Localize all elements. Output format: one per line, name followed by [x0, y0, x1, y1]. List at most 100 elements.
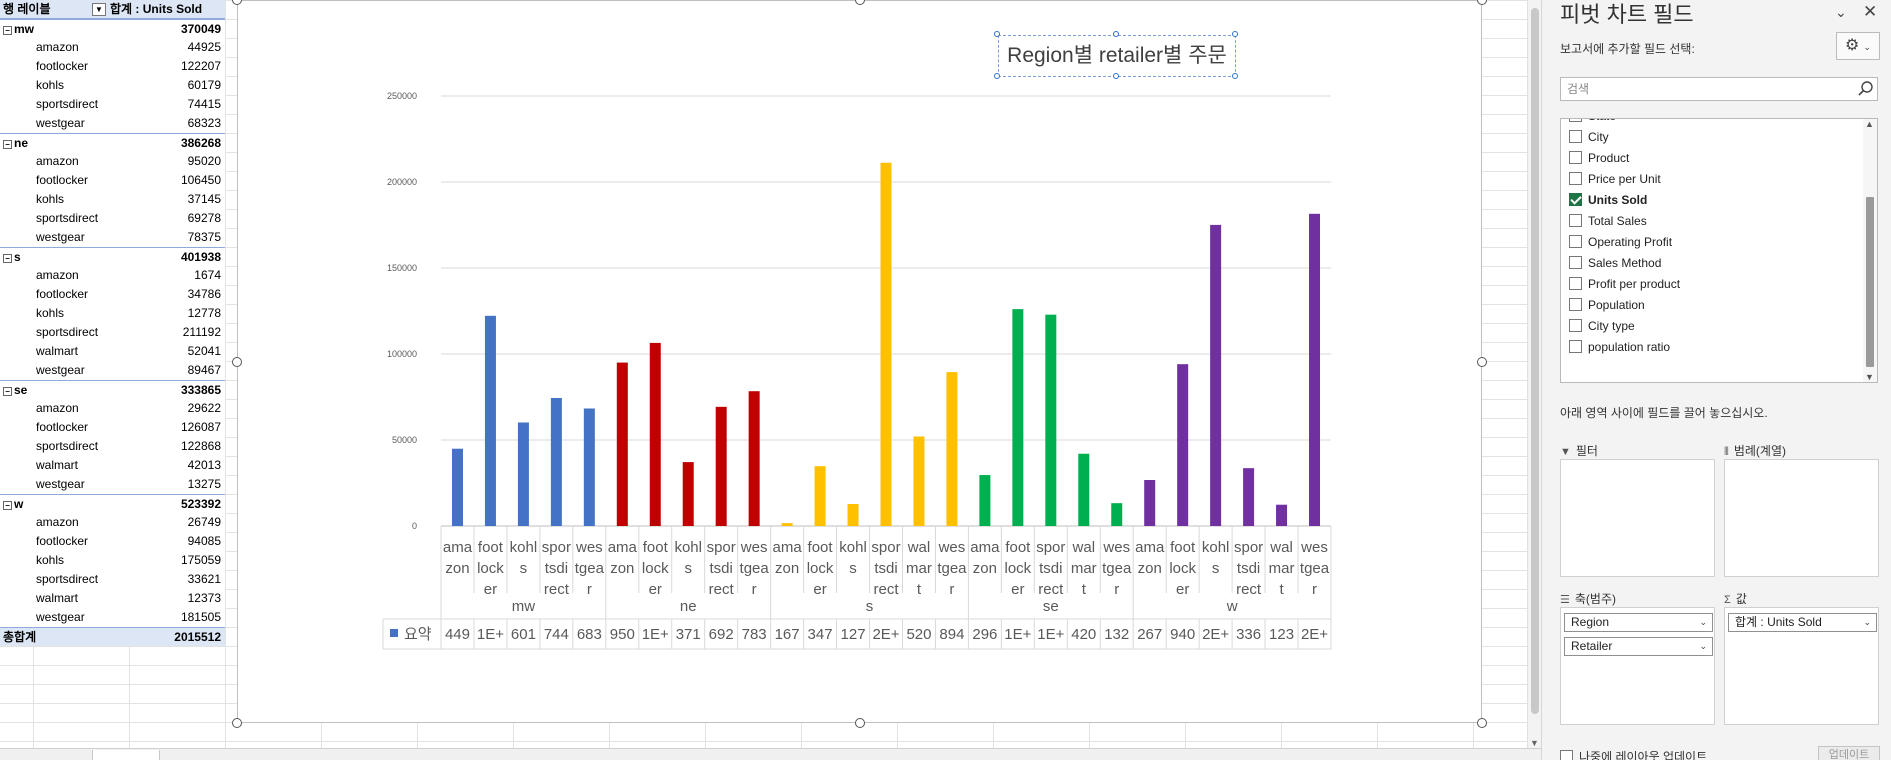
value-field-pill[interactable]: 합계 : Units Sold ⌄	[1728, 613, 1877, 632]
pivot-item-row: westgear 68323	[0, 114, 225, 133]
pivot-item-row: amazon 26749	[0, 513, 225, 532]
field-checkbox[interactable]	[1569, 119, 1582, 122]
category-label: s	[520, 560, 528, 577]
sheet-vertical-scrollbar[interactable]: ▼	[1527, 0, 1541, 748]
retailer-value: 126087	[180, 420, 221, 434]
bar-w-amazon	[1144, 479, 1156, 526]
category-label: wes	[1102, 539, 1130, 556]
field-settings-button[interactable]: ⚙ ⌄	[1836, 32, 1880, 60]
field-checkbox[interactable]	[1569, 298, 1582, 311]
field-item[interactable]: Operating Profit	[1569, 233, 1672, 251]
chart-resize-handle[interactable]	[1477, 718, 1487, 728]
chart-resize-handle[interactable]	[1477, 0, 1487, 5]
chart-resize-handle[interactable]	[854, 0, 865, 5]
field-item[interactable]: Population	[1569, 296, 1645, 314]
group-label: ne	[680, 598, 697, 615]
chevron-down-icon[interactable]: ⌄	[1863, 617, 1871, 627]
field-list[interactable]: State City Product Price per Unit Units Sold…	[1560, 118, 1878, 383]
field-item[interactable]: Sales Method	[1569, 254, 1661, 272]
retailer-label: westgear	[36, 363, 85, 377]
title-resize-handle[interactable]	[994, 31, 1000, 37]
retailer-value: 89467	[187, 363, 221, 377]
field-checkbox[interactable]	[1569, 256, 1582, 269]
retailer-label: walmart	[36, 591, 79, 605]
table-value: 601	[511, 626, 536, 643]
field-item[interactable]: Profit per product	[1569, 275, 1680, 293]
field-item[interactable]: City	[1569, 128, 1609, 146]
worksheet-grid[interactable]: 행 레이블 ▼ 합계 : Units Sold − mw 370049 amazon 4…	[0, 0, 1530, 748]
category-label: zon	[1138, 560, 1162, 577]
chart-resize-handle[interactable]	[232, 356, 242, 367]
field-checkbox[interactable]	[1569, 235, 1582, 248]
row-filter-dropdown-icon[interactable]: ▼	[92, 3, 106, 16]
update-button[interactable]: 업데이트	[1818, 746, 1880, 760]
field-item[interactable]: Product	[1569, 149, 1629, 167]
filter-drop-area[interactable]	[1560, 459, 1715, 577]
chart-resize-handle[interactable]	[1477, 356, 1487, 367]
title-resize-handle[interactable]	[994, 73, 1000, 79]
pivot-chart[interactable]: 0 50000 100000 150000 200000 250000 요약 ama zon 44…	[232, 0, 1487, 728]
retailer-value: 106450	[180, 173, 221, 187]
title-resize-handle[interactable]	[1113, 31, 1119, 37]
chevron-down-icon[interactable]: ⌄	[1699, 641, 1707, 651]
field-checkbox[interactable]	[1569, 214, 1582, 227]
bar-mw-kohls	[517, 422, 529, 526]
field-checkbox[interactable]	[1569, 193, 1582, 206]
chart-title[interactable]: Region별 retailer별 주문	[998, 35, 1236, 77]
pivot-item-row: sportsdirect 69278	[0, 209, 225, 228]
field-checkbox[interactable]	[1569, 151, 1582, 164]
retailer-label: kohls	[36, 306, 65, 320]
scroll-up-icon[interactable]: ▲	[1865, 119, 1874, 129]
title-resize-handle[interactable]	[1232, 73, 1238, 79]
axis-drop-area[interactable]: Region ⌄ Retailer ⌄	[1560, 607, 1715, 725]
axis-field-pill[interactable]: Region ⌄	[1564, 613, 1713, 632]
field-name: Population	[1588, 298, 1645, 312]
field-item[interactable]: City type	[1569, 317, 1635, 335]
field-checkbox[interactable]	[1569, 277, 1582, 290]
field-list-scrollbar[interactable]: ▲ ▼	[1863, 119, 1877, 382]
field-checkbox[interactable]	[1569, 130, 1582, 143]
collapse-toggle-icon[interactable]: −	[3, 387, 12, 396]
pivot-item-row: westgear 89467	[0, 361, 225, 380]
title-resize-handle[interactable]	[1113, 73, 1119, 79]
table-value: 371	[676, 626, 701, 643]
pivot-item-row: footlocker 106450	[0, 171, 225, 190]
field-item[interactable]: Price per Unit	[1569, 170, 1661, 188]
category-label: tsdi	[1237, 560, 1260, 577]
collapse-toggle-icon[interactable]: −	[3, 26, 12, 35]
legend-drop-area[interactable]	[1724, 459, 1879, 577]
field-search-input[interactable]	[1560, 77, 1878, 101]
values-drop-area[interactable]: 합계 : Units Sold ⌄	[1724, 607, 1879, 725]
title-resize-handle[interactable]	[1232, 31, 1238, 37]
defer-layout-update[interactable]: 나중에 레이아웃 업데이트	[1560, 748, 1707, 760]
collapse-toggle-icon[interactable]: −	[3, 501, 12, 510]
search-icon[interactable]	[1856, 79, 1876, 99]
field-item[interactable]: State	[1569, 119, 1616, 125]
chart-resize-handle[interactable]	[854, 718, 865, 728]
field-item[interactable]: population ratio	[1569, 338, 1670, 356]
scroll-down-icon[interactable]: ▼	[1530, 738, 1539, 748]
sheet-tab[interactable]	[92, 750, 160, 760]
collapse-toggle-icon[interactable]: −	[3, 140, 12, 149]
category-label: spor	[707, 539, 736, 556]
sheet-tab-bar[interactable]	[0, 748, 1541, 760]
axis-field-pill[interactable]: Retailer ⌄	[1564, 637, 1713, 656]
defer-checkbox[interactable]	[1560, 750, 1573, 760]
chart-resize-handle[interactable]	[232, 718, 242, 728]
table-value: 420	[1071, 626, 1096, 643]
field-item[interactable]: Total Sales	[1569, 212, 1647, 230]
field-checkbox[interactable]	[1569, 172, 1582, 185]
field-list-scroll-thumb[interactable]	[1866, 197, 1874, 367]
field-checkbox[interactable]	[1569, 340, 1582, 353]
field-checkbox[interactable]	[1569, 319, 1582, 332]
scrollbar-thumb[interactable]	[1531, 8, 1539, 714]
chevron-down-icon[interactable]: ⌄	[1699, 617, 1707, 627]
defer-label: 나중에 레이아웃 업데이트	[1579, 750, 1708, 760]
chevron-down-icon[interactable]: ⌄	[1835, 4, 1847, 20]
scroll-down-icon[interactable]: ▼	[1865, 372, 1874, 382]
collapse-toggle-icon[interactable]: −	[3, 254, 12, 263]
pivot-item-row: footlocker 122207	[0, 57, 225, 76]
pivot-region-row: − se 333865	[0, 380, 225, 399]
field-item[interactable]: Units Sold	[1569, 191, 1647, 209]
close-icon[interactable]: ✕	[1863, 2, 1878, 21]
